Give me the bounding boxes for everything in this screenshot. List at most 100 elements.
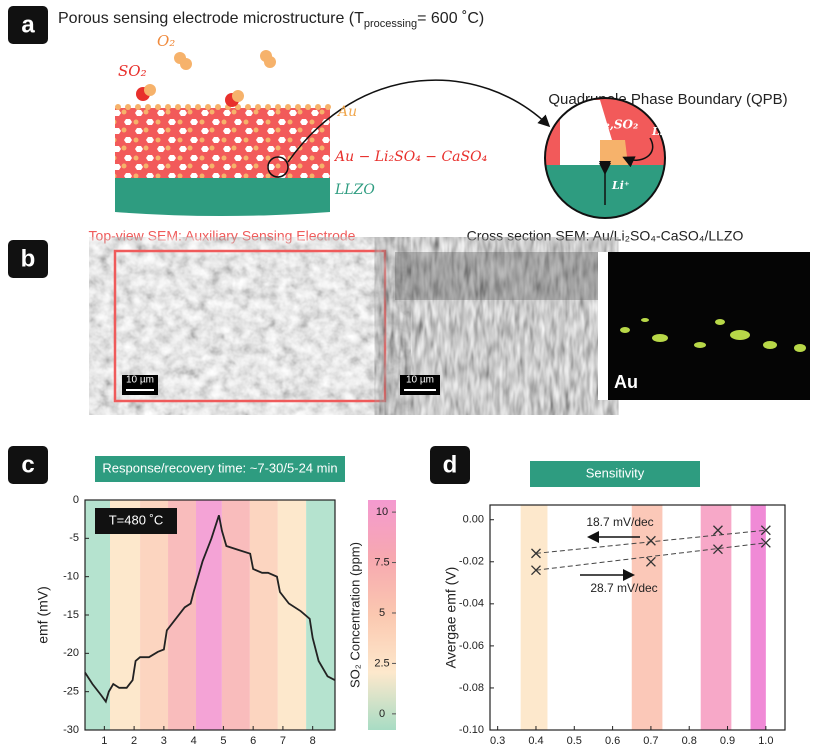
colorbar-tick-label: 2.5 (374, 657, 389, 669)
title-sub: processing (364, 18, 417, 30)
colorbar-tick-label: 7.5 (374, 556, 389, 568)
panel-label: d (430, 446, 470, 484)
composite-label: Au − Li₂SO₄ − CaSO₄ (333, 149, 488, 165)
x-tick-label: 0.6 (605, 735, 620, 747)
x-tick-label: 6 (250, 735, 256, 747)
au-label: Au (336, 104, 357, 120)
x-tick-label: 1 (101, 735, 107, 747)
concentration-band (168, 500, 197, 730)
y-axis-label: Avergae emf (V) (443, 567, 459, 669)
banner (95, 456, 345, 482)
colorbar-tick-label: 10 (376, 506, 388, 518)
y-tick-label: 0.00 (463, 514, 484, 526)
sem-cross-title: Cross section SEM: Au/Li₂SO₄-CaSO₄/LLZO (467, 228, 744, 244)
so2-label: SO₂ (118, 62, 147, 80)
x-tick-label: 1.0 (758, 735, 773, 747)
panel-letter: c (21, 451, 34, 478)
scale-label: 10 µm (126, 375, 154, 386)
x-tick-label: 3 (161, 735, 167, 747)
qpb-li-down: Li⁺ (611, 179, 630, 192)
concentration-band (700, 505, 732, 730)
concentration-band (631, 505, 663, 730)
y-tick-label: -0.10 (459, 724, 484, 736)
fit-line (535, 529, 766, 554)
fit-line (535, 542, 766, 571)
x-tick-label: 0.8 (682, 735, 697, 747)
sem-top-title: Top-view SEM: Auxiliary Sensing Electrod… (89, 228, 356, 244)
x-tick-label: 0.4 (528, 735, 543, 747)
concentration-band (277, 500, 307, 730)
panel-letter: b (21, 245, 36, 272)
qpb-outline (544, 97, 666, 219)
y-axis-label: emf (mV) (35, 586, 51, 644)
concentration-band (196, 500, 222, 730)
x-marker (760, 525, 771, 536)
x-tick-label: 2 (131, 735, 137, 747)
element-label: Au (614, 372, 638, 392)
y-tick-label: -0.08 (459, 682, 484, 694)
x-marker (531, 548, 541, 559)
y-tick-label: -0.04 (459, 598, 484, 610)
panel-letter: a (21, 11, 35, 38)
x-tick-label: 0.3 (490, 735, 505, 747)
y-tick-label: -0.06 (459, 640, 484, 652)
x-tick-label: 4 (191, 735, 197, 747)
x-tick-label: 0.7 (643, 735, 658, 747)
concentration-band (110, 500, 141, 730)
plot-frame (489, 504, 786, 731)
concentration-band (750, 505, 766, 730)
scale-label: 10 µm (406, 375, 434, 386)
concentration-band (140, 500, 169, 730)
qpb-circle (545, 98, 665, 218)
panel-label: c (8, 446, 48, 484)
panel-label: a (8, 6, 48, 44)
y-tick-label: -0.02 (459, 556, 484, 568)
annotation: T=480 ˚C (109, 512, 164, 527)
colorbar-tick-label: 0 (379, 708, 385, 720)
banner (530, 461, 700, 487)
x-marker (760, 537, 771, 548)
y-tick-label: 0 (73, 494, 79, 506)
x-marker (645, 556, 656, 567)
banner-text: Response/recovery time: ~7-30/5-24 min (102, 460, 337, 475)
o2-label: O₂ (157, 32, 175, 50)
qpb-species: O₂,SO₂ (594, 118, 638, 132)
colorbar-tick-label: 5 (379, 607, 385, 619)
slope-label: 18.7 mV/dec (586, 515, 653, 529)
y-tick-label: -5 (69, 532, 79, 544)
x-tick-label: 5 (220, 735, 226, 747)
panel-letter: d (443, 451, 458, 478)
x-marker (712, 544, 723, 555)
arrow (622, 137, 654, 168)
concentration-band (221, 500, 250, 730)
x-marker (531, 565, 541, 576)
x-tick-label: 0.9 (720, 735, 735, 747)
slope-label: 28.7 mV/dec (590, 581, 657, 595)
concentration-band (249, 500, 278, 730)
colorbar-label: SO₂ Concentration (ppm) (347, 542, 362, 688)
x-marker (645, 535, 656, 546)
sem-top-image (113, 249, 387, 403)
y-tick-label: -20 (63, 647, 79, 659)
x-tick-label: 0.5 (567, 735, 582, 747)
banner-text: Sensitivity (586, 465, 645, 480)
diagram-title: Porous sensing electrode microstructure … (58, 10, 484, 30)
llzo-label: LLZO (334, 182, 375, 198)
y-tick-label: -10 (63, 571, 79, 583)
electrode-diagram (115, 50, 551, 216)
x-tick-label: 7 (280, 735, 286, 747)
concentration-band (306, 500, 335, 730)
qpb-li: Li⁺ (651, 125, 670, 138)
title-text: Porous sensing electrode microstructure … (58, 10, 364, 27)
y-tick-label: -30 (63, 724, 79, 736)
emf-line (84, 515, 336, 704)
title-text: = 600 ˚C) (417, 10, 484, 27)
y-tick-label: -25 (63, 686, 79, 698)
sem-cross-image (395, 252, 810, 400)
qpb-electron: e⁻ (587, 149, 600, 162)
x-tick-label: 8 (310, 735, 316, 747)
x-marker (712, 525, 723, 536)
concentration-band (520, 505, 548, 730)
